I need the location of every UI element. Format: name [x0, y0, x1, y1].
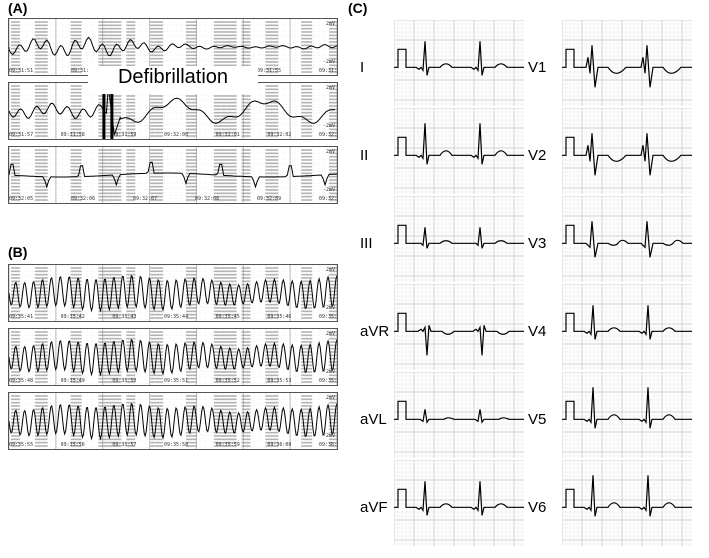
lead-label-iii: III [360, 196, 390, 282]
lead-ii [394, 108, 524, 194]
lead-avr [394, 284, 524, 370]
lead-label-avr: aVR [360, 284, 390, 370]
timestamp: 09:35:56 [61, 442, 85, 448]
timestamp: 09:31:57 [9, 132, 33, 138]
lead-v3 [562, 196, 692, 282]
panel-b-label: (B) [8, 244, 338, 260]
lead-label-v4: V4 [528, 284, 558, 370]
timestamp: 09:32:09 [257, 196, 281, 202]
timestamp: 09:36:01 [319, 442, 338, 448]
defibrillation-label: Defibrillation [88, 66, 258, 94]
timestamp: 09:35:54 [319, 378, 338, 384]
scale-bot: -2mV [323, 305, 335, 311]
lead-v6 [562, 460, 692, 546]
scale-bot: -2mV [323, 369, 335, 375]
scale-bot: -2mV [323, 59, 335, 65]
lead-label-v3: V3 [528, 196, 558, 282]
timestamp: 09:35:41 [9, 314, 33, 320]
timestamp: 09:32:08 [195, 196, 219, 202]
rhythm-strip: 09:32:05 09:32:06 09:32:07 09:32:08 09:32:09… [8, 146, 338, 204]
timestamp: 09:32:02 [267, 132, 291, 138]
timestamp: 09:32:07 [133, 196, 157, 202]
timestamp: 09:35:52 [216, 378, 240, 384]
panel-c-grid: I V1 II V2 III V3 aVR V4 aVL V5 aVF V6 [360, 20, 700, 554]
lead-iii [394, 196, 524, 282]
lead-avf [394, 460, 524, 546]
lead-label-v5: V5 [528, 372, 558, 458]
timestamp: 09:35:55 [9, 442, 33, 448]
timestamp: 09:31:58 [61, 132, 85, 138]
timestamp: 09:32:01 [216, 132, 240, 138]
lead-v4 [562, 284, 692, 370]
rhythm-strip: 09:35:55 09:35:56 09:35:57 09:35:58 09:35:59… [8, 392, 338, 450]
panel-b-strips: 09:35:41 09:35:42 09:35:43 09:35:44 09:35:45… [8, 264, 338, 450]
figure: (A) (C) 09:31:5109:31:5209:31:5309:31:54… [0, 0, 709, 558]
scale-top: 2mV [326, 331, 335, 337]
timestamp: 09:36:00 [267, 442, 291, 448]
timestamp: 09:35:51 [164, 378, 188, 384]
lead-label-ii: II [360, 108, 390, 194]
timestamp: 09:35:50 [112, 378, 136, 384]
lead-label-v6: V6 [528, 460, 558, 546]
scale-top: 2mV [326, 85, 335, 91]
timestamp: 09:32:00 [164, 132, 188, 138]
timestamp: 09:35:43 [112, 314, 136, 320]
timestamp: 09:31:59 [112, 132, 136, 138]
scale-top: 2mV [326, 21, 335, 27]
timestamp: 09:31:56 [319, 68, 338, 74]
timestamp: 09:35:58 [164, 442, 188, 448]
lead-v1 [562, 20, 692, 106]
timestamp: 09:35:57 [112, 442, 136, 448]
scale-bot: -2mV [323, 433, 335, 439]
timestamp: 09:35:53 [267, 378, 291, 384]
timestamp: 09:35:48 [9, 378, 33, 384]
scale-top: 2mV [326, 267, 335, 273]
left-column: 09:31:5109:31:5209:31:5309:31:5409:31:55… [8, 4, 338, 456]
timestamp: 09:35:59 [216, 442, 240, 448]
timestamp: 09:32:10 [319, 196, 338, 202]
scale-top: 2mV [326, 395, 335, 401]
lead-avl [394, 372, 524, 458]
panel-c: I V1 II V2 III V3 aVR V4 aVL V5 aVF V6 [350, 4, 702, 554]
lead-v5 [562, 372, 692, 458]
lead-i [394, 20, 524, 106]
scale-bot: -2mV [323, 187, 335, 193]
lead-label-i: I [360, 20, 390, 106]
lead-label-avf: aVF [360, 460, 390, 546]
lead-label-v1: V1 [528, 20, 558, 106]
scale-top: 2mV [326, 149, 335, 155]
timestamp: 09:35:49 [61, 378, 85, 384]
timestamp: 09:35:46 [267, 314, 291, 320]
rhythm-strip: 09:35:41 09:35:42 09:35:43 09:35:44 09:35:45… [8, 264, 338, 322]
panel-a-strips: 09:31:5109:31:5209:31:5309:31:5409:31:55… [8, 18, 338, 204]
timestamp: 09:35:44 [164, 314, 188, 320]
lead-label-v2: V2 [528, 108, 558, 194]
timestamp: 09:35:42 [61, 314, 85, 320]
timestamp: 09:35:47 [319, 314, 338, 320]
lead-v2 [562, 108, 692, 194]
timestamp: 09:35:45 [216, 314, 240, 320]
timestamp: 09:32:05 [9, 196, 33, 202]
rhythm-strip: 09:35:48 09:35:49 09:35:50 09:35:51 09:35:52… [8, 328, 338, 386]
timestamp: 09:32:06 [71, 196, 95, 202]
lead-label-avl: aVL [360, 372, 390, 458]
scale-bot: -2mV [323, 123, 335, 129]
timestamp: 09:31:51 [9, 68, 33, 74]
timestamp: 09:32:03 [319, 132, 338, 138]
timestamp: 09:31:55 [257, 68, 281, 74]
